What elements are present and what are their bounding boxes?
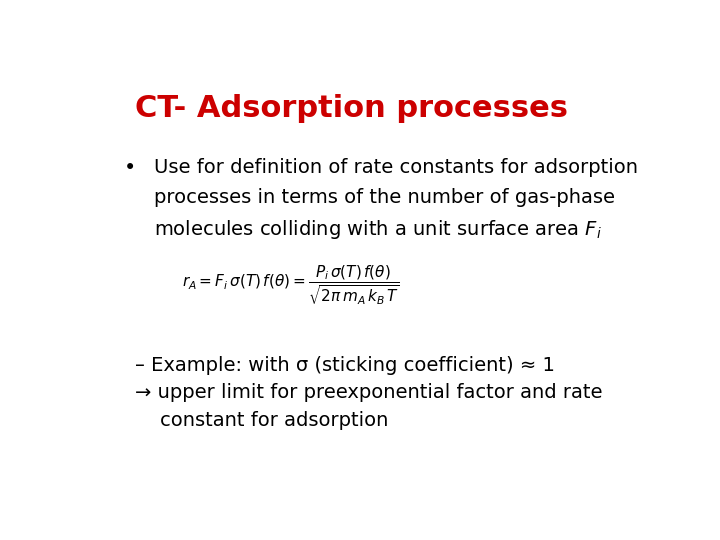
Text: processes in terms of the number of gas-phase: processes in terms of the number of gas-… <box>154 188 615 207</box>
Text: molecules colliding with a unit surface area $F_i$: molecules colliding with a unit surface … <box>154 218 602 241</box>
Text: constant for adsorption: constant for adsorption <box>135 411 388 430</box>
Text: $r_{A}=F_{i}\,\sigma(T)\,f(\theta)=\dfrac{P_{i}\,\sigma(T)\,f(\theta)}{\sqrt{2\p: $r_{A}=F_{i}\,\sigma(T)\,f(\theta)=\dfra… <box>182 264 400 307</box>
Text: •: • <box>124 158 136 178</box>
Text: – Example: with σ (sticking coefficient) ≈ 1: – Example: with σ (sticking coefficient)… <box>135 356 554 375</box>
Text: CT- Adsorption processes: CT- Adsorption processes <box>135 94 567 123</box>
Text: Use for definition of rate constants for adsorption: Use for definition of rate constants for… <box>154 158 638 177</box>
Text: → upper limit for preexponential factor and rate: → upper limit for preexponential factor … <box>135 383 602 402</box>
